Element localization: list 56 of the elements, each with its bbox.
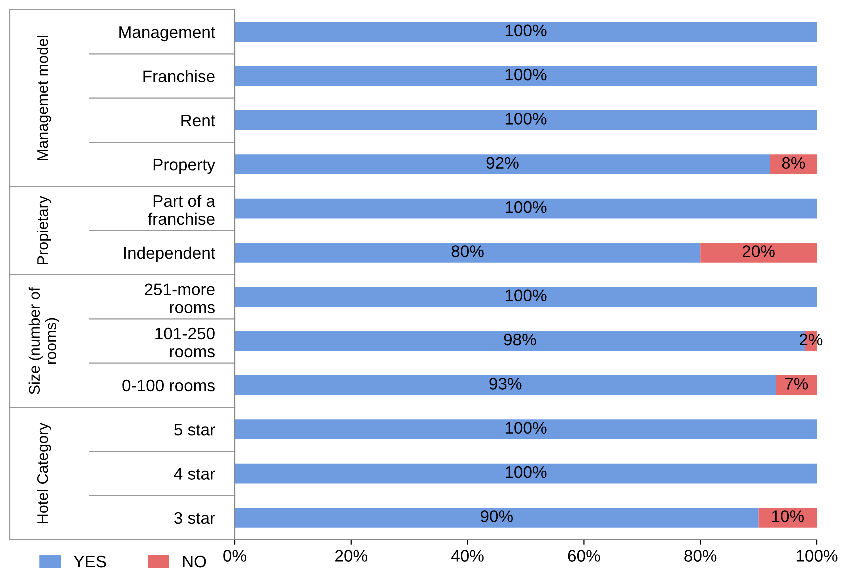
data-label: 10%	[772, 510, 804, 522]
bar	[235, 22, 817, 42]
data-label: 92%	[486, 157, 519, 170]
y-tick-label: 101-250 rooms	[156, 328, 215, 358]
bar	[776, 375, 817, 396]
text: Managemet model	[37, 36, 52, 160]
bar	[758, 508, 817, 528]
data-label: 100%	[506, 201, 547, 214]
data-label: 8%	[782, 157, 806, 170]
bar	[235, 464, 817, 484]
bar	[235, 66, 817, 86]
data-label: 7%	[785, 378, 808, 390]
data-label: 90%	[481, 510, 513, 522]
bar	[235, 110, 817, 130]
y-tick-label: Property	[154, 159, 216, 174]
y-tick-label: Independent	[124, 246, 216, 262]
x-tick-label: 80%	[684, 550, 717, 562]
data-label: 100%	[506, 466, 547, 478]
bar	[700, 242, 817, 263]
data-label: 20%	[742, 246, 775, 258]
data-label: 98%	[504, 334, 536, 346]
y-tick-label: Franchise	[144, 70, 215, 82]
y-tick-label: 0-100 rooms	[122, 380, 215, 392]
y-tick-label: Management	[120, 26, 216, 42]
bar	[235, 508, 759, 528]
data-label: 100%	[506, 24, 547, 37]
bar	[235, 154, 770, 175]
legend-label: YES	[74, 556, 106, 568]
y-tick-label: 3 star	[174, 512, 216, 524]
data-label: 100%	[506, 113, 547, 125]
bar	[770, 154, 817, 175]
text: Size (number of rooms)	[28, 287, 60, 394]
data-label: 2%	[800, 334, 823, 346]
y-tick-label: 251-more rooms	[145, 284, 215, 314]
x-tick-label: 20%	[336, 550, 368, 562]
data-label: 100%	[506, 422, 547, 434]
text: Propietary	[37, 196, 52, 264]
x-tick-label: 40%	[452, 550, 484, 562]
bar	[235, 375, 776, 396]
bar	[235, 242, 701, 263]
bar	[235, 198, 817, 219]
bar	[235, 420, 817, 440]
data-label: 93%	[490, 378, 522, 390]
data-label: 100%	[506, 68, 547, 81]
x-tick-label: 100%	[796, 550, 838, 562]
data-label: 80%	[452, 246, 484, 258]
y-tick-label: Rent	[182, 114, 216, 127]
y-tick-label: 5 star	[174, 424, 216, 436]
text: Hotel Category	[37, 422, 52, 524]
y-tick-label: 4 star	[174, 468, 216, 480]
legend-label: NO	[183, 556, 206, 568]
data-label: 100%	[506, 290, 547, 302]
x-tick-label: 0%	[224, 550, 246, 562]
y-tick-label: Part of a franchise	[148, 194, 216, 226]
x-tick-label: 60%	[568, 550, 600, 562]
bar	[235, 287, 817, 308]
